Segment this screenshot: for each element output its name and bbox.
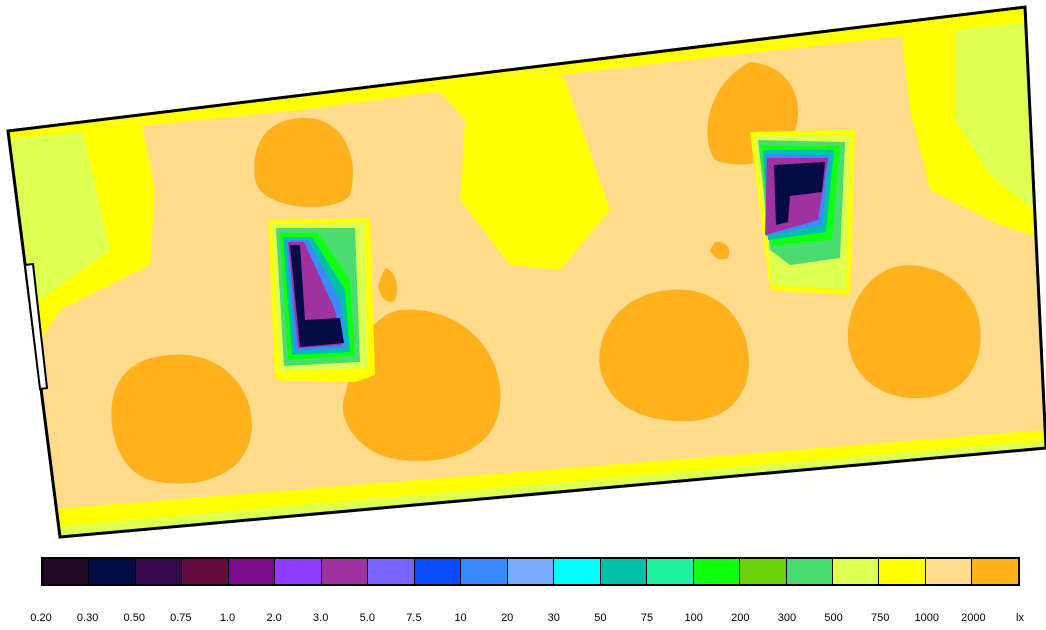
legend-swatch (461, 559, 508, 584)
legend-tick-label: 75 (640, 612, 654, 624)
legend-unit-label: lx (1016, 612, 1024, 624)
obstacle-2-core (774, 162, 825, 225)
legend-tick-label: 7.5 (406, 612, 422, 624)
legend-swatch (43, 559, 90, 584)
legend-swatch (740, 559, 787, 584)
legend-tick-label: 1.0 (219, 612, 236, 624)
zone-2000-lx-blob-1 (254, 117, 353, 207)
legend-swatch (647, 559, 694, 584)
zone-500-lx-right-inner (955, 7, 1046, 220)
legend-swatch (182, 559, 229, 584)
zone-2000-lx-blob-5 (599, 289, 750, 422)
legend-color-bar (41, 557, 1020, 586)
illuminance-contours (8, 7, 1046, 537)
legend-swatch (925, 559, 973, 584)
zone-2000-lx-small-1 (378, 268, 397, 302)
zone-750-lx-top (420, 55, 610, 270)
legend-swatch (275, 559, 322, 584)
legend-tick-label: 0.50 (123, 612, 145, 624)
zone-2000-lx-blob-6 (847, 265, 981, 399)
legend-swatch (693, 559, 741, 584)
legend-tick-label: 500 (824, 612, 843, 624)
legend-swatch (228, 559, 276, 584)
legend-tick-label: 3.0 (313, 612, 329, 624)
legend-swatch (879, 559, 926, 584)
legend-swatch (89, 559, 136, 584)
legend-swatch (972, 559, 1018, 584)
legend-tick-label: 5.0 (359, 612, 375, 624)
zone-2000-lx-blob-3 (111, 354, 252, 484)
legend-tick-label: 10 (454, 612, 467, 624)
legend-swatch (600, 559, 648, 584)
legend-tick-label: 2.0 (266, 612, 282, 624)
legend-swatch (321, 559, 369, 584)
zone-2000-lx-blob-4 (342, 309, 501, 461)
legend-swatch (554, 559, 601, 584)
legend-swatch (786, 559, 833, 584)
legend-swatch (832, 559, 880, 584)
legend-tick-label: 1000 (914, 612, 939, 624)
door-marker (23, 262, 49, 391)
zone-2000-lx-small-2 (710, 241, 730, 260)
legend-tick-label: 30 (547, 612, 560, 624)
legend-tick-label: 750 (870, 612, 890, 624)
legend-tick-label: 50 (594, 612, 607, 624)
legend-tick-label: 100 (684, 612, 703, 624)
legend-tick-label: 20 (501, 612, 514, 624)
legend-tick-label: 2000 (961, 612, 986, 624)
legend-tick-label: 0.20 (30, 612, 52, 624)
zone-750-lx-left-inner (8, 118, 110, 310)
legend-swatch (414, 559, 462, 584)
legend-swatch (135, 559, 183, 584)
legend-labels: 0.20 0.30 0.50 0.75 1.0 2.0 3.0 5.0 7.5 10 20 30 50 7… (22, 612, 1042, 628)
obstacle-1-core (290, 245, 344, 347)
illuminance-floor-plan (6, 5, 1046, 539)
room-outline (6, 5, 1046, 539)
legend-swatch (368, 559, 415, 584)
legend-swatch (507, 559, 555, 584)
legend-tick-label: 0.30 (76, 612, 99, 624)
legend-tick-label: 200 (731, 612, 750, 624)
legend-tick-label: 0.75 (170, 612, 192, 624)
legend-tick-label: 300 (777, 612, 797, 624)
